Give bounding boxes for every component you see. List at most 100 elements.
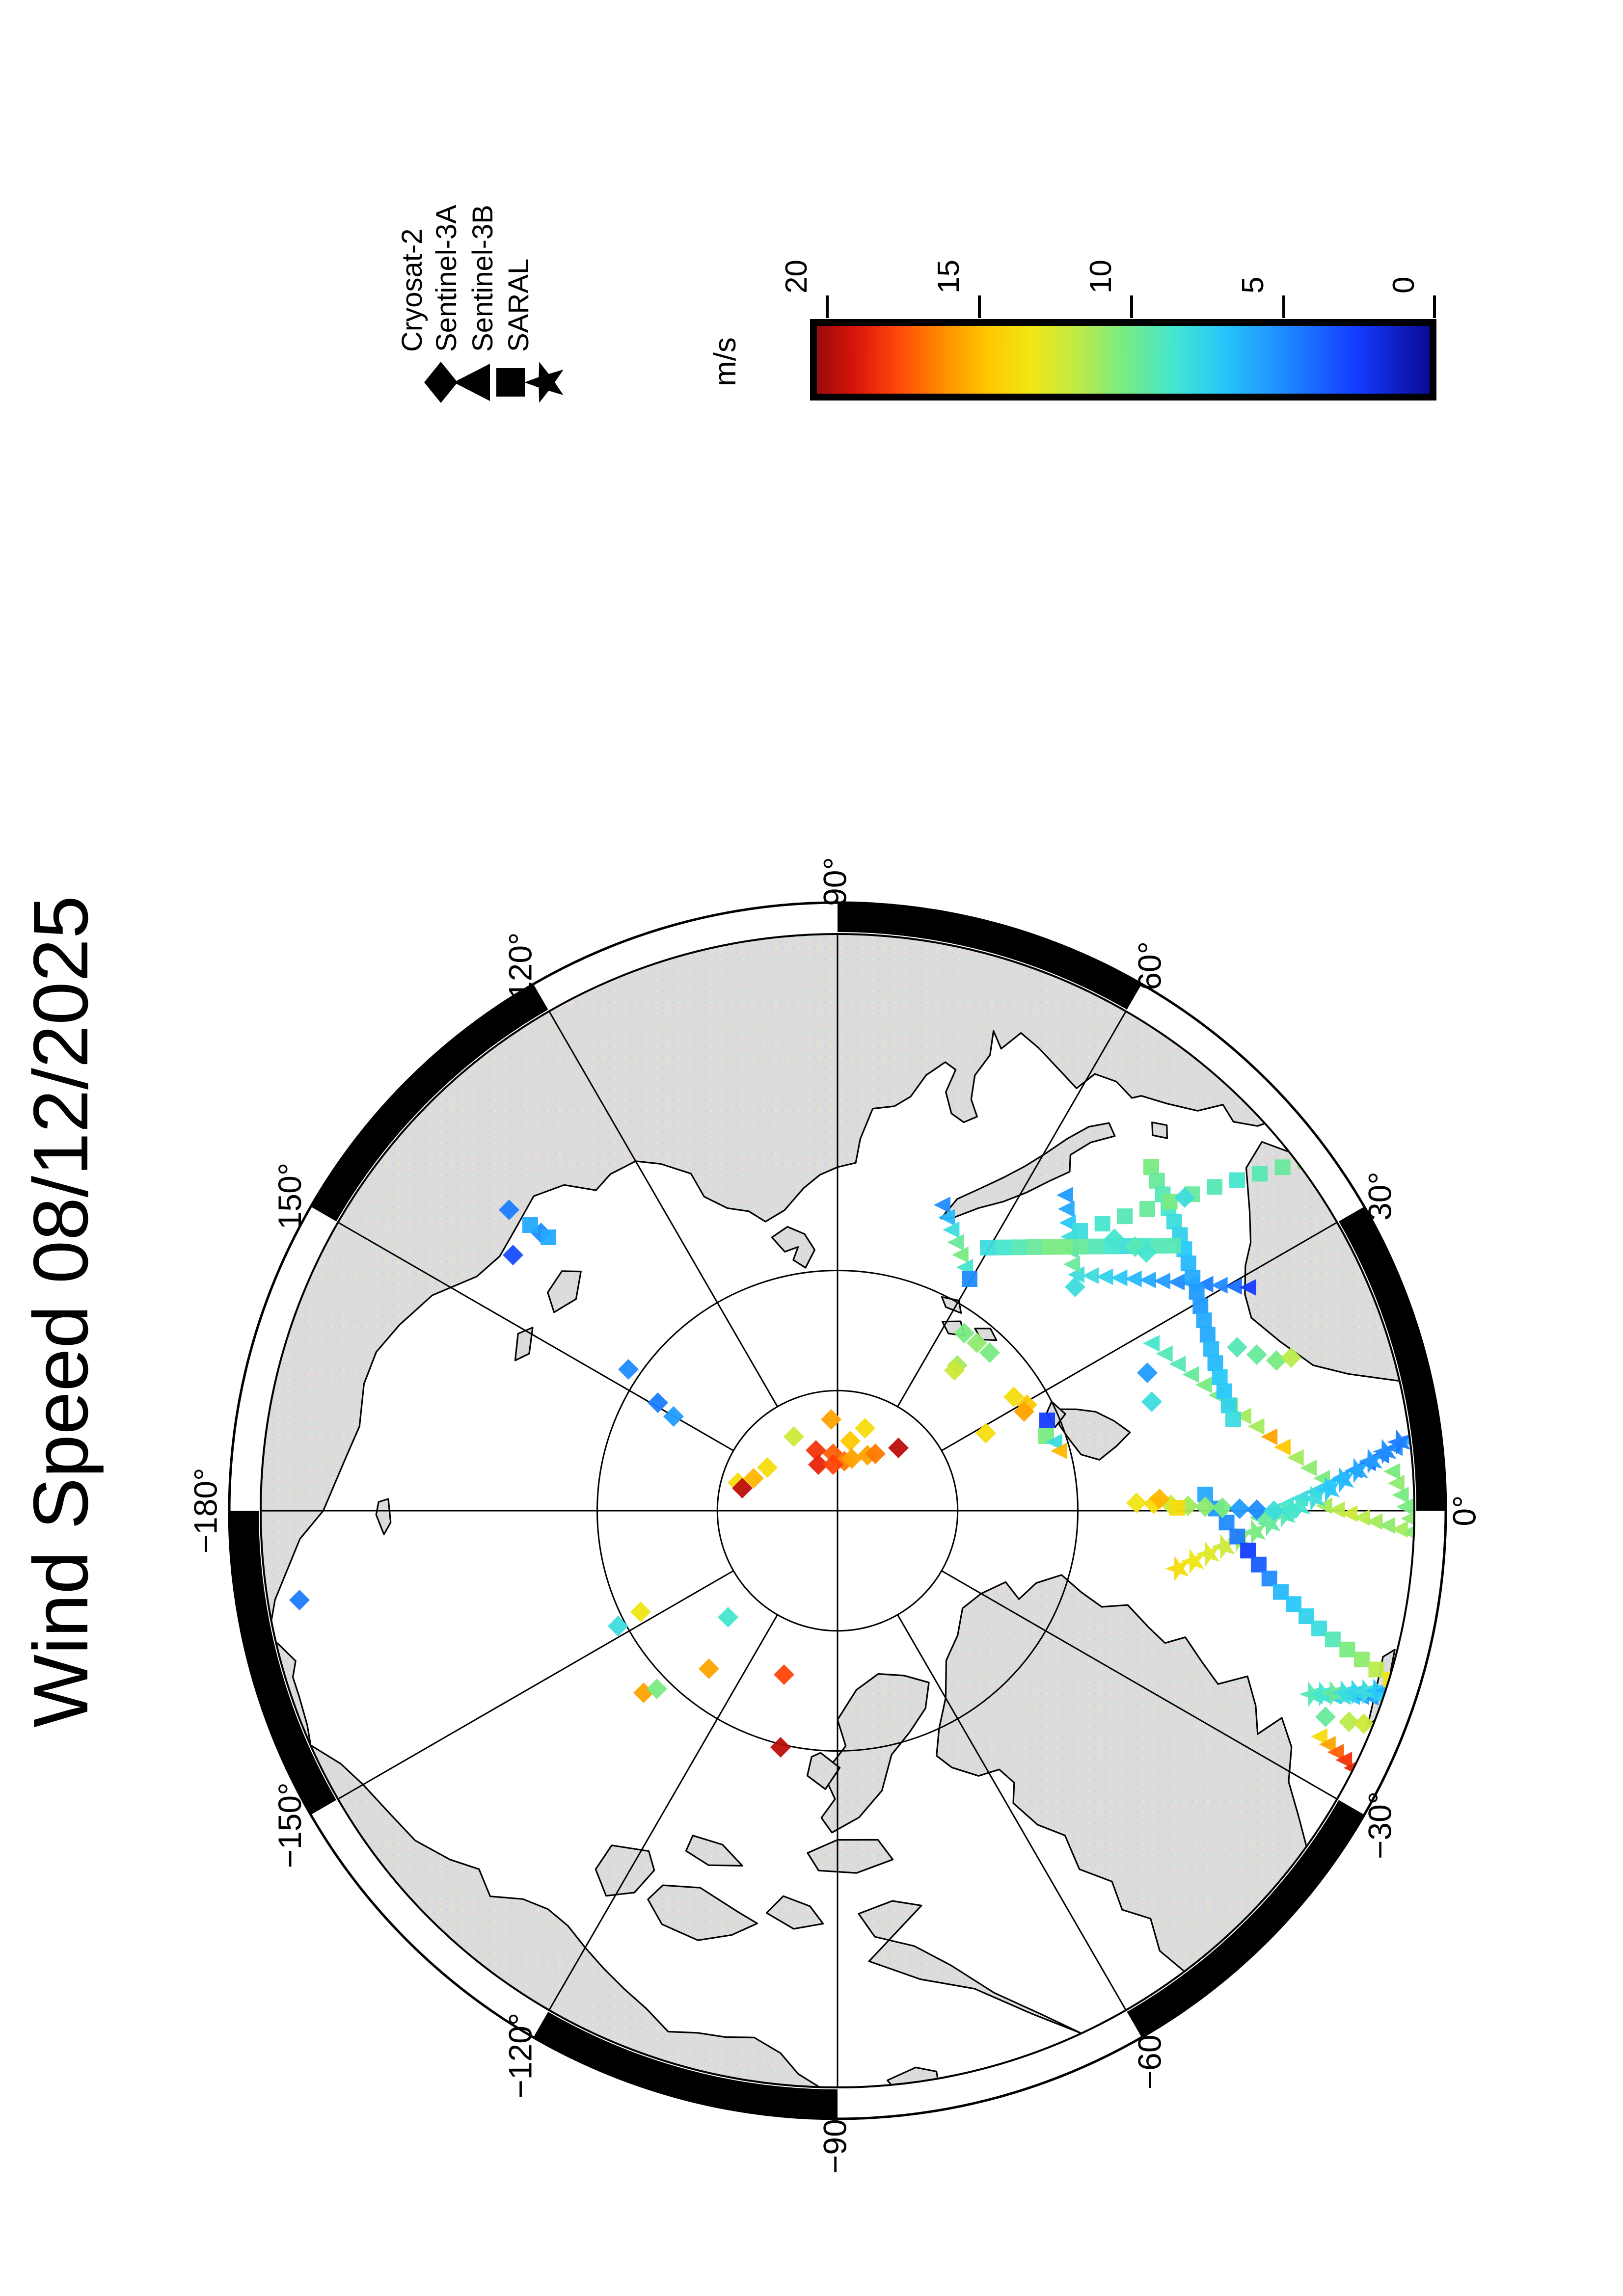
marker-diamond (840, 1431, 861, 1451)
marker-triangle (1319, 1736, 1336, 1753)
marker-diamond (1149, 1489, 1170, 1509)
marker-square (1212, 1369, 1228, 1386)
marker-diamond (1174, 1187, 1195, 1208)
marker-triangle (1139, 1271, 1156, 1288)
marker-square (1240, 1543, 1256, 1559)
marker-square (1165, 1238, 1181, 1254)
marker-star (1299, 1682, 1323, 1707)
marker-triangle (1169, 1356, 1186, 1373)
lon-label: −90° (816, 2106, 853, 2174)
marker-diamond (1229, 1498, 1250, 1519)
lon-label: −60° (1131, 2022, 1167, 2089)
marker-square (1072, 1223, 1088, 1239)
marker-triangle (1396, 1498, 1413, 1515)
marker-square (1353, 1652, 1370, 1668)
marker-triangle (1391, 1521, 1408, 1538)
marker-diamond (1014, 1401, 1034, 1422)
marker-diamond (732, 1478, 753, 1498)
marker-square (1189, 1283, 1205, 1300)
marker-diamond (821, 1409, 841, 1430)
colorbar-tick (1282, 295, 1285, 318)
marker-triangle (1068, 1266, 1084, 1283)
star-icon (522, 359, 569, 406)
marker-diamond (1339, 1711, 1359, 1732)
marker-triangle (1247, 1418, 1265, 1435)
marker-triangle (1341, 1505, 1358, 1522)
marker-star (1257, 1511, 1281, 1537)
marker-triangle (1196, 1276, 1214, 1293)
coastline-banks (595, 1844, 655, 1897)
marker-square (1169, 1500, 1185, 1516)
marker-triangle (1225, 1278, 1242, 1295)
marker-diamond (618, 1359, 639, 1380)
marker-square (1011, 1239, 1027, 1255)
colorbar-tick (1433, 295, 1436, 318)
marker-triangle (1335, 1752, 1352, 1768)
marker-triangle (1195, 1376, 1212, 1393)
marker-square (1192, 1298, 1209, 1314)
marker-diamond (1315, 1707, 1336, 1727)
marker-triangle (1234, 1408, 1251, 1425)
marker-square (1180, 1255, 1196, 1272)
coastline-franz-josef-3 (941, 1296, 962, 1314)
marker-triangle (1143, 1335, 1160, 1352)
coastline-somerset (765, 1895, 824, 1930)
marker-star (1242, 1519, 1266, 1545)
graticule (261, 934, 1414, 2087)
marker-triangle (1056, 1187, 1073, 1203)
coastline-novaya-zemlya (940, 1122, 1116, 1220)
marker-square (1229, 1172, 1245, 1188)
marker-triangle (1439, 1409, 1456, 1426)
marker-triangle (1273, 1439, 1291, 1456)
marker-diamond (1246, 1499, 1267, 1520)
marker-square (1207, 1355, 1223, 1371)
marker-square (1197, 1487, 1213, 1502)
marker-square (1229, 1528, 1245, 1545)
marker-square (1042, 1239, 1057, 1255)
marker-diamond (503, 1245, 523, 1265)
marker-square (1203, 1341, 1219, 1357)
lon-label: −120° (502, 2013, 538, 2099)
marker-square (1143, 1159, 1159, 1175)
marker-diamond (823, 1454, 843, 1475)
marker-square (995, 1239, 1011, 1255)
marker-diamond (663, 1406, 684, 1427)
coastline-melville (685, 1835, 743, 1867)
marker-diamond (1141, 1391, 1162, 1412)
marker-diamond (1266, 1350, 1287, 1371)
marker-triangle (1063, 1256, 1080, 1273)
marker-diamond (1353, 1713, 1374, 1734)
marker-star (1330, 1467, 1354, 1493)
marker-diamond (770, 1737, 791, 1758)
marker-triangle (1096, 1268, 1113, 1285)
marker-square (1166, 1213, 1182, 1229)
marker-diamond (975, 1423, 996, 1443)
marker-triangle (1059, 1214, 1076, 1231)
marker-square (1216, 1383, 1232, 1399)
marker-triangle (1287, 1449, 1304, 1466)
lon-label: 150° (271, 1163, 308, 1230)
lon-label: −150° (271, 1782, 308, 1868)
marker-star (1353, 1679, 1378, 1705)
marker-diamond (979, 1342, 1000, 1363)
marker-diamond (630, 1602, 651, 1622)
marker-square (1026, 1239, 1042, 1255)
coastline-eurasia (262, 935, 1413, 1512)
square-icon (487, 359, 534, 406)
marker-star (1211, 1534, 1235, 1559)
marker-diamond (774, 1664, 794, 1685)
marker-diamond (1065, 1277, 1085, 1297)
marker-diamond (647, 1679, 667, 1699)
marker-diamond (1137, 1362, 1158, 1383)
marker-square (1218, 1515, 1235, 1531)
marker-triangle (938, 1209, 955, 1226)
marker-star (1310, 1681, 1334, 1707)
marker-star (1286, 1494, 1311, 1520)
marker-triangle (1051, 1442, 1067, 1459)
marker-diamond (1281, 1501, 1301, 1522)
marker-square (1139, 1201, 1156, 1217)
marker-star (1165, 1556, 1189, 1581)
marker-square (1272, 1584, 1289, 1600)
marker-diamond (841, 1448, 862, 1469)
